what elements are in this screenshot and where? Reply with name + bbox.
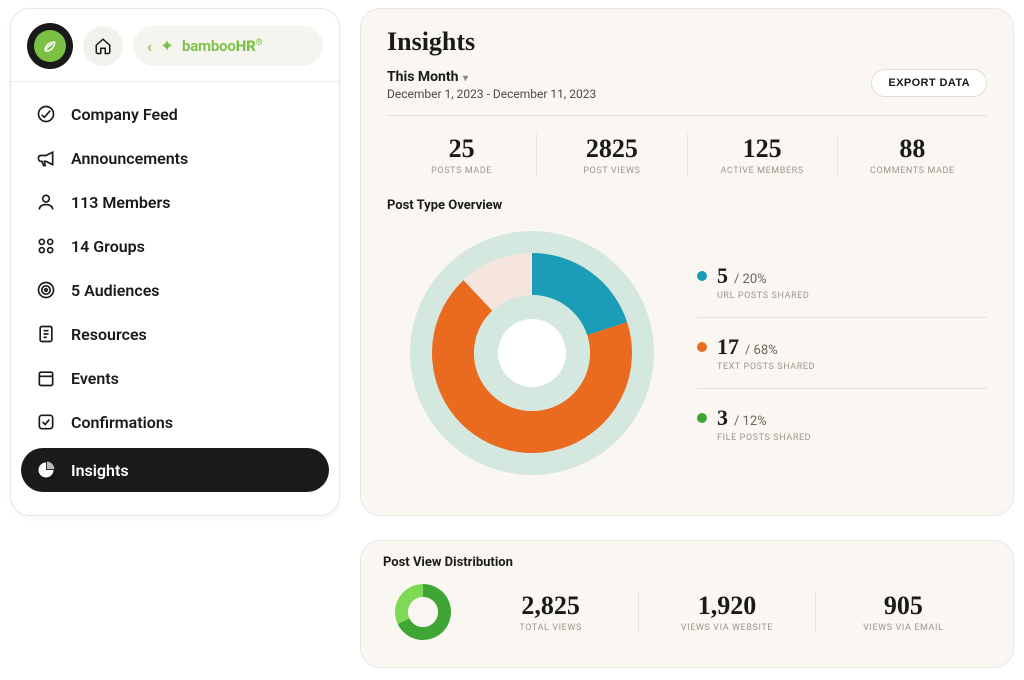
sidebar-item-label: Company Feed (71, 105, 178, 124)
calendar-icon (35, 367, 57, 389)
sidebar-item-label: Insights (71, 461, 129, 480)
feed-icon (35, 103, 57, 125)
home-button[interactable] (83, 26, 123, 66)
sidebar-item-events[interactable]: Events (11, 356, 339, 400)
bamboo-leaf-icon (160, 39, 174, 53)
sidebar-item-label: 14 Groups (71, 237, 145, 256)
pie-icon (35, 459, 57, 481)
legend-dot (697, 342, 707, 352)
legend-dot (697, 271, 707, 281)
sidebar-item-audiences[interactable]: 5 Audiences (11, 268, 339, 312)
kpi-row: 25 POSTS MADE 2825 POST VIEWS 125 ACTIVE… (387, 116, 987, 190)
sidebar-item-insights[interactable]: Insights (21, 448, 329, 492)
kpi-post-views: 2825 POST VIEWS (537, 134, 687, 176)
dist-kpi-total: 2,825 TOTAL VIEWS (463, 591, 639, 633)
brand-switcher[interactable]: ‹ bambooHR® (133, 26, 323, 66)
post-type-overview: 5 / 20% URL POSTS SHARED 17 / 68% TEXT P… (387, 223, 987, 483)
leaf-icon (42, 38, 58, 54)
post-view-distribution-card: Post View Distribution 2,825 TOTAL VIEWS… (360, 540, 1014, 668)
sidebar-item-announcements[interactable]: Announcements (11, 136, 339, 180)
sidebar-item-label: Announcements (71, 149, 188, 168)
period-selector[interactable]: This Month ▾ (387, 69, 596, 85)
distribution-row: 2,825 TOTAL VIEWS 1,920 VIEWS VIA WEBSIT… (383, 580, 991, 644)
dist-kpi-email: 905 VIEWS VIA EMAIL (816, 591, 991, 633)
post-type-legend: 5 / 20% URL POSTS SHARED 17 / 68% TEXT P… (697, 247, 987, 459)
legend-item-text: 17 / 68% TEXT POSTS SHARED (697, 318, 987, 389)
sidebar-item-resources[interactable]: Resources (11, 312, 339, 356)
period-range: December 1, 2023 - December 11, 2023 (387, 87, 596, 101)
sidebar-header: ‹ bambooHR® (11, 23, 339, 82)
sidebar-item-label: 5 Audiences (71, 281, 160, 300)
groups-icon (35, 235, 57, 257)
sidebar: ‹ bambooHR® Company Feed Announcements 1… (10, 8, 340, 516)
legend-dot (697, 413, 707, 423)
sidebar-item-groups[interactable]: 14 Groups (11, 224, 339, 268)
chevron-left-icon: ‹ (147, 37, 152, 56)
target-icon (35, 279, 57, 301)
megaphone-icon (35, 147, 57, 169)
dist-kpi-website: 1,920 VIEWS VIA WEBSITE (639, 591, 815, 633)
kpi-active-members: 125 ACTIVE MEMBERS (688, 134, 838, 176)
brand-name: bambooHR® (182, 37, 263, 55)
document-icon (35, 323, 57, 345)
sidebar-item-company-feed[interactable]: Company Feed (11, 92, 339, 136)
post-type-donut-chart (402, 223, 662, 483)
section-title-distribution: Post View Distribution (383, 555, 991, 570)
sidebar-item-label: Events (71, 369, 119, 388)
legend-item-url: 5 / 20% URL POSTS SHARED (697, 247, 987, 318)
sidebar-item-confirmations[interactable]: Confirmations (11, 400, 339, 444)
distribution-donut-chart (391, 580, 455, 644)
sidebar-item-label: Resources (71, 325, 147, 344)
kpi-posts-made: 25 POSTS MADE (387, 134, 537, 176)
nav-list: Company Feed Announcements 113 Members 1… (11, 82, 339, 492)
person-icon (35, 191, 57, 213)
section-title-post-type: Post Type Overview (387, 198, 987, 213)
insights-card: Insights This Month ▾ December 1, 2023 -… (360, 8, 1014, 516)
kpi-comments-made: 88 COMMENTS MADE (838, 134, 987, 176)
chevron-down-icon: ▾ (460, 73, 468, 84)
sidebar-item-label: 113 Members (71, 193, 171, 212)
check-square-icon (35, 411, 57, 433)
sidebar-item-members[interactable]: 113 Members (11, 180, 339, 224)
legend-item-file: 3 / 12% FILE POSTS SHARED (697, 389, 987, 459)
export-button[interactable]: EXPORT DATA (871, 69, 987, 97)
period-row: This Month ▾ December 1, 2023 - December… (387, 69, 987, 116)
home-icon (94, 37, 112, 55)
app-logo[interactable] (27, 23, 73, 69)
sidebar-item-label: Confirmations (71, 413, 173, 432)
page-title: Insights (387, 27, 987, 57)
